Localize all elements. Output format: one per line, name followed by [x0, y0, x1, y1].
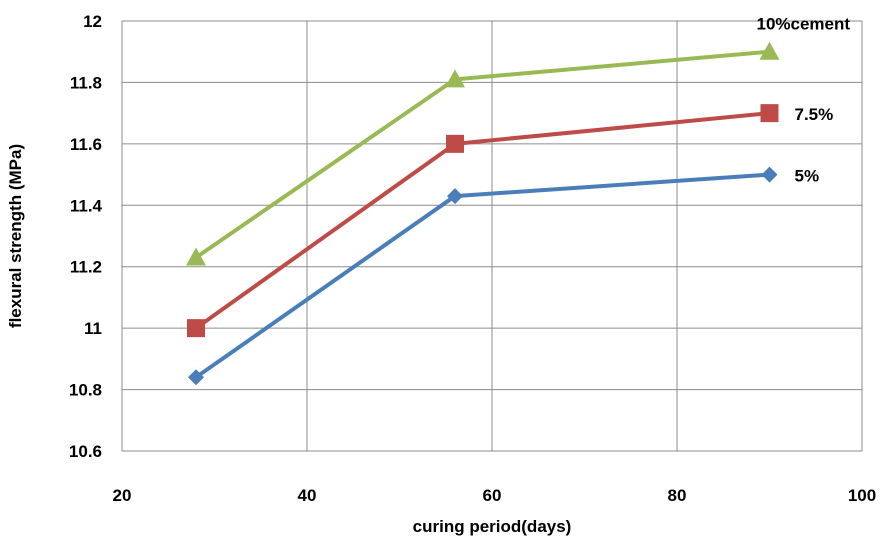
data-point-triangle [759, 41, 780, 60]
data-point-diamond [761, 166, 778, 183]
data-point-square [187, 319, 205, 338]
grid [121, 20, 863, 452]
y-tick-label: 11 [84, 319, 102, 338]
x-tick-label: 60 [483, 486, 502, 505]
x-tick-label: 20 [113, 486, 132, 505]
data-point-triangle [445, 69, 465, 88]
data-point-diamond [188, 369, 204, 386]
y-tick-label: 11.4 [70, 196, 103, 215]
y-axis-title: flexural strength (MPa) [6, 144, 25, 328]
y-axis-ticks: 10.6 10.8 11 11.2 11.4 11.6 11.8 12 [69, 12, 103, 461]
y-tick-label: 10.6 [69, 442, 102, 461]
y-tick-label: 12 [83, 12, 102, 31]
x-axis-title: curing period(days) [413, 517, 572, 536]
x-axis-ticks: 20 40 60 80 100 [113, 486, 877, 505]
series-3: 10%cement [186, 15, 850, 266]
data-point-diamond [447, 188, 463, 205]
data-point-square [446, 134, 464, 153]
y-tick-label: 10.8 [69, 381, 102, 400]
series-line [194, 111, 770, 330]
plot-area-frame [121, 20, 863, 452]
series-group: 5% 7.5% 10%cement [186, 15, 850, 386]
y-tick-label: 11.8 [70, 73, 102, 92]
x-tick-label: 40 [298, 486, 317, 505]
series-2: 7.5% [187, 104, 834, 338]
x-tick-label: 80 [668, 486, 687, 505]
series-label: 10%cement [757, 15, 851, 34]
x-tick-label: 100 [848, 486, 876, 505]
data-point-square [760, 104, 779, 123]
y-tick-label: 11.2 [70, 258, 102, 277]
data-point-triangle [186, 247, 206, 266]
series-1: 5% [188, 166, 820, 386]
y-tick-label: 11.6 [70, 135, 102, 154]
series-label: 5% [795, 167, 820, 186]
series-label: 7.5% [795, 105, 834, 124]
